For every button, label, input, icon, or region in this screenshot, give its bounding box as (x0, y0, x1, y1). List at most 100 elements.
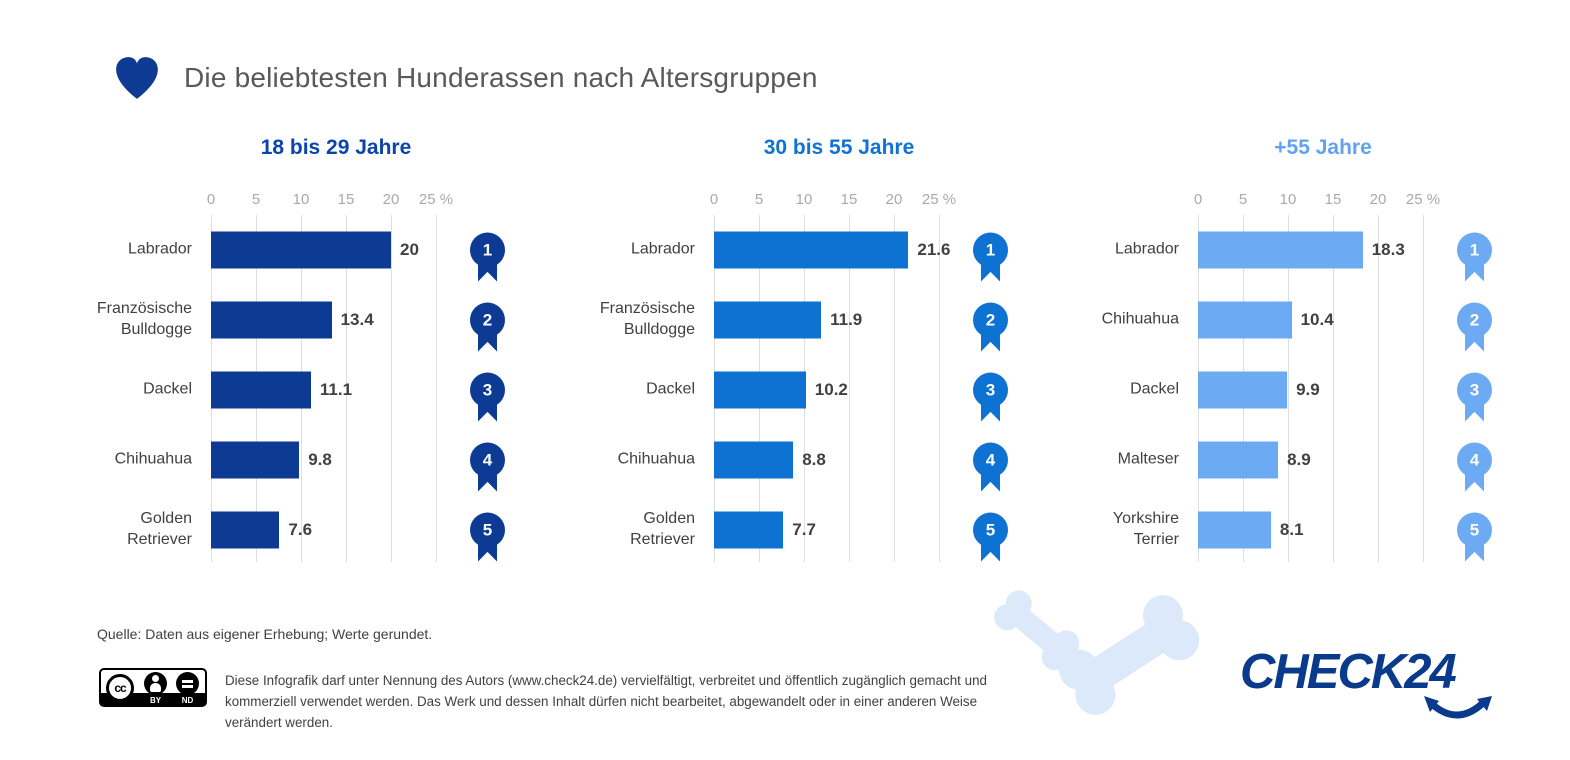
cc-by-label: BY (149, 696, 162, 705)
value-bar (714, 511, 784, 549)
bar-row: Yorkshire Terrier 8.1 5 (1067, 495, 1497, 565)
rank-badge: 4 (470, 442, 505, 495)
axis-tick-label: 5 (1238, 191, 1248, 208)
rank-badge: 1 (1457, 232, 1492, 285)
gridline (1288, 215, 1289, 562)
breed-label: Labrador (127, 240, 192, 258)
value-label: 9.9 (1296, 380, 1320, 399)
rank-number: 2 (1457, 302, 1492, 338)
value-bar (1198, 231, 1363, 269)
axis-tick-label: 20 (1369, 191, 1387, 208)
rank-number: 4 (973, 442, 1008, 478)
axis-tick-label: 15 (1324, 191, 1342, 208)
rank-number: 1 (1457, 232, 1492, 268)
breed-label: Malteser (1117, 450, 1179, 468)
bar-row: Französische Bulldogge 11.9 2 (583, 285, 1013, 355)
breed-label: Labrador (630, 240, 695, 258)
axis-tick-label: 25 % (418, 191, 454, 208)
breed-label: Chihuahua (617, 450, 695, 468)
value-bar (1198, 301, 1292, 339)
bar-rows: Labrador 18.3 1 Chihuahua 10.4 2 Dackel 9.9 3 Mal… (1067, 215, 1497, 565)
axis-tick-label: 0 (206, 191, 216, 208)
bar-row: Dackel 9.9 3 (1067, 355, 1497, 425)
gridline (1378, 215, 1379, 562)
value-label: 8.8 (802, 450, 826, 469)
chart-column-55plus: +55 Jahre 0 5 10 15 20 25 % Labrador 18.3 1 Chihua… (1067, 130, 1497, 580)
rank-badge: 2 (973, 302, 1008, 355)
bar-row: Dackel 11.1 3 (80, 355, 510, 425)
bar-row: Französische Bulldogge 13.4 2 (80, 285, 510, 355)
rank-badge: 4 (973, 442, 1008, 495)
value-label: 11.1 (319, 380, 353, 399)
bar-rows: Labrador 21.6 1 Französische Bulldogge 11.9 2… (583, 215, 1013, 565)
cc-by-icon (144, 672, 167, 695)
cc-license-badge: cc BY ND (99, 668, 207, 707)
check24-logo: CHECK24 (1240, 645, 1492, 719)
bar-row: Malteser 8.9 4 (1067, 425, 1497, 495)
breed-label: Golden Retriever (630, 510, 695, 548)
cc-nd-label: ND (181, 696, 194, 705)
chart-title: 30 bis 55 Jahre (763, 136, 915, 159)
value-label: 18.3 (1371, 240, 1405, 259)
breed-label: Französische Bulldogge (96, 300, 192, 338)
bar-row: Labrador 21.6 1 (583, 215, 1013, 285)
value-label: 9.8 (308, 450, 332, 469)
gridline (894, 215, 895, 562)
gridline (849, 215, 850, 562)
rank-badge: 3 (470, 372, 505, 425)
value-bar (1198, 441, 1279, 479)
bar-row: Chihuahua 9.8 4 (80, 425, 510, 495)
value-bar (211, 371, 311, 409)
rank-badge: 3 (1457, 372, 1492, 425)
axis-tick-label: 25 % (1405, 191, 1441, 208)
gridline (436, 215, 437, 562)
chart-title: 18 bis 29 Jahre (260, 136, 412, 159)
bar-row: Golden Retriever 7.7 5 (583, 495, 1013, 565)
bar-row: Chihuahua 10.4 2 (1067, 285, 1497, 355)
value-bar (211, 441, 300, 479)
value-bar (211, 511, 280, 549)
breed-label: Yorkshire Terrier (1112, 510, 1179, 548)
value-bar (1198, 511, 1271, 549)
chart-column-30-55: 30 bis 55 Jahre 0 5 10 15 20 25 % Labrador 21.6 1… (583, 130, 1013, 580)
gridline (391, 215, 392, 562)
axis-tick-label: 10 (795, 191, 813, 208)
value-bar (1198, 371, 1288, 409)
rank-number: 2 (973, 302, 1008, 338)
rank-number: 5 (470, 512, 505, 548)
page-title: Die beliebtesten Hunderassen nach Alters… (184, 62, 818, 93)
source-note: Quelle: Daten aus eigener Erhebung; Wert… (97, 626, 433, 642)
logo-smile-arrow (1424, 696, 1492, 719)
rank-number: 1 (470, 232, 505, 268)
rank-number: 3 (1457, 372, 1492, 408)
rank-badge: 1 (973, 232, 1008, 285)
axis-tick-label: 0 (1193, 191, 1203, 208)
value-bar (714, 301, 822, 339)
rank-number: 5 (1457, 512, 1492, 548)
rank-number: 3 (973, 372, 1008, 408)
value-label: 7.6 (288, 520, 313, 539)
check24-logo-text: CHECK24 (1240, 645, 1457, 699)
rank-number: 3 (470, 372, 505, 408)
rank-badge: 1 (470, 232, 505, 285)
license-text: Diese Infografik darf unter Nennung des … (225, 673, 987, 730)
breed-label: Dackel (143, 380, 192, 398)
rank-badge: 5 (973, 512, 1008, 565)
axis-ticks: 0 5 10 15 20 25 % (80, 191, 510, 211)
value-label: 7.7 (792, 520, 816, 539)
breed-label: Französische Bulldogge (599, 300, 695, 338)
axis-tick-label: 10 (1279, 191, 1297, 208)
gridline (1333, 215, 1334, 562)
value-label: 13.4 (340, 310, 374, 329)
rank-number: 5 (973, 512, 1008, 548)
axis-ticks: 0 5 10 15 20 25 % (583, 191, 1013, 211)
rank-badge: 5 (1457, 512, 1492, 565)
value-bar (714, 441, 794, 479)
rank-badge: 3 (973, 372, 1008, 425)
bar-row: Golden Retriever 7.6 5 (80, 495, 510, 565)
axis-tick-label: 5 (251, 191, 261, 208)
axis-tick-label: 10 (292, 191, 310, 208)
value-label: 11.9 (830, 310, 863, 329)
bar-row: Labrador 20 1 (80, 215, 510, 285)
breed-label: Golden Retriever (127, 510, 192, 548)
